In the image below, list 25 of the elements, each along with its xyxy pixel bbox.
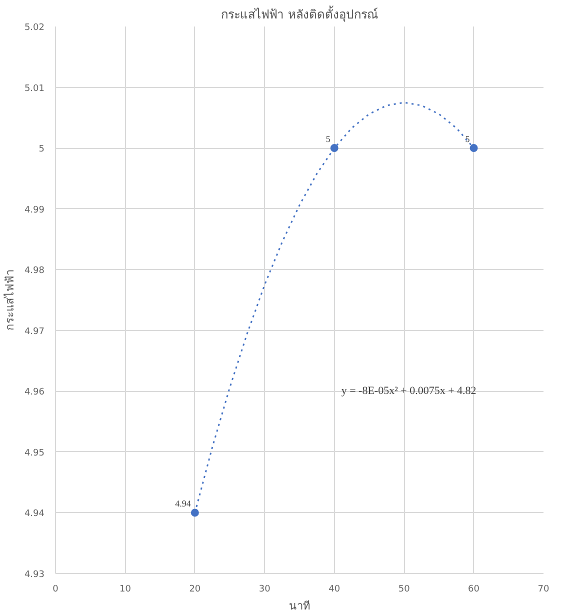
x-tick-label: 70 bbox=[538, 584, 550, 594]
chart-title: กระแสไฟฟ้า หลังติดตั้งอุปกรณ์ bbox=[221, 6, 378, 22]
y-tick-label: 4.96 bbox=[24, 388, 45, 398]
y-axis-title: กระแสไฟฟ้า bbox=[3, 270, 16, 330]
data-label: 5 bbox=[326, 134, 331, 144]
y-tick-label: 4.93 bbox=[24, 570, 45, 580]
data-label: 4.94 bbox=[175, 498, 192, 509]
x-tick-label: 30 bbox=[258, 584, 271, 594]
y-tick-label: 4.97 bbox=[24, 326, 45, 337]
x-tick-label: 20 bbox=[189, 584, 201, 594]
y-tick-label: 4.94 bbox=[24, 509, 45, 520]
y-tick-label: 5.02 bbox=[24, 23, 45, 33]
x-axis-title: นาที bbox=[289, 600, 310, 612]
x-tick-label: 50 bbox=[398, 584, 410, 594]
data-label: 5 bbox=[465, 134, 470, 144]
y-tick-label: 4.95 bbox=[24, 448, 45, 458]
x-tick-label: 60 bbox=[468, 584, 480, 594]
y-tick-label: 5 bbox=[38, 144, 45, 155]
y-tick-label: 4.99 bbox=[24, 205, 45, 216]
y-tick-label: 5.01 bbox=[24, 84, 45, 94]
annotation: y = -8E-05x² + 0.0075x + 4.82 bbox=[341, 385, 476, 398]
x-tick-label: 0 bbox=[52, 584, 59, 594]
y-tick-label: 4.98 bbox=[24, 266, 45, 276]
x-tick-label: 40 bbox=[328, 584, 340, 594]
x-tick-label: 10 bbox=[119, 584, 132, 594]
